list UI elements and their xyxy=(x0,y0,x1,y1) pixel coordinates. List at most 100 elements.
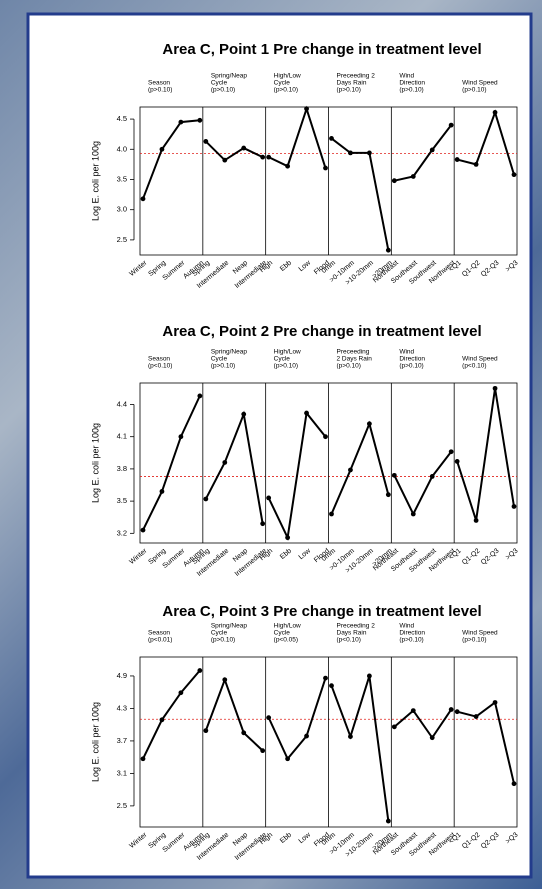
data-point xyxy=(392,724,397,729)
facet-header: (p<0.05) xyxy=(274,637,298,644)
data-point xyxy=(430,735,435,740)
data-point xyxy=(329,512,334,517)
data-point xyxy=(222,460,227,465)
data-point xyxy=(474,518,479,523)
y-axis-label: Log E. coli per 100g xyxy=(90,702,100,782)
data-point xyxy=(266,495,271,500)
y-tick-label: 4.5 xyxy=(117,114,127,123)
data-point xyxy=(455,157,460,162)
data-point xyxy=(241,146,246,151)
data-point xyxy=(304,411,309,416)
facet-header: (p<0.10) xyxy=(462,363,486,370)
y-tick-label: 4.9 xyxy=(117,671,127,680)
data-point xyxy=(197,668,202,673)
data-point xyxy=(411,174,416,179)
data-point xyxy=(203,728,208,733)
data-point xyxy=(386,492,391,497)
y-tick-label: 4.4 xyxy=(117,399,127,408)
data-point xyxy=(304,734,309,739)
facet-header: High/Low xyxy=(274,349,301,356)
y-tick-label: 3.8 xyxy=(117,464,127,473)
page: Area C, Point 1 Pre change in treatment … xyxy=(0,0,542,889)
facet-header: Cycle xyxy=(274,356,291,363)
facet-header: Cycle xyxy=(274,630,291,637)
data-point xyxy=(493,110,498,115)
data-point xyxy=(493,700,498,705)
facet-header: Spring/Neap xyxy=(211,623,248,630)
data-point xyxy=(512,172,517,177)
facet-header: (p>0.10) xyxy=(211,363,235,370)
data-point xyxy=(512,781,517,786)
data-point xyxy=(260,521,265,526)
data-point xyxy=(455,459,460,464)
data-point xyxy=(203,497,208,502)
data-point xyxy=(367,421,372,426)
facet-header: (p>0.10) xyxy=(399,87,423,94)
facet-header: Preceeding 2 xyxy=(337,73,376,80)
facet-header: Preceeding 2 xyxy=(337,623,376,630)
facet-header: Direction xyxy=(399,356,425,363)
facet-header: Days Rain xyxy=(337,80,367,87)
data-point xyxy=(266,155,271,160)
facet-header: (p>0.10) xyxy=(337,87,361,94)
chart-title: Area C, Point 2 Pre change in treatment … xyxy=(162,323,481,340)
data-point xyxy=(348,734,353,739)
facet-header: (p>0.10) xyxy=(148,87,172,94)
y-tick-label: 3.1 xyxy=(117,768,127,777)
data-point xyxy=(260,748,265,753)
data-point xyxy=(430,474,435,479)
data-point xyxy=(160,147,165,152)
data-point xyxy=(304,106,309,111)
data-point xyxy=(160,717,165,722)
y-axis-label: Log E. coli per 100g xyxy=(90,423,100,503)
y-tick-label: 3.2 xyxy=(117,528,127,537)
facet-header: Spring/Neap xyxy=(211,349,248,356)
facet-header: Direction xyxy=(399,80,425,87)
facet-header: Wind Speed xyxy=(462,356,498,363)
data-point xyxy=(348,151,353,156)
y-tick-label: 2.5 xyxy=(117,801,127,810)
y-tick-label: 4.1 xyxy=(117,432,127,441)
data-point xyxy=(348,468,353,473)
facet-header: Cycle xyxy=(211,356,228,363)
chart-title: Area C, Point 1 Pre change in treatment … xyxy=(162,41,481,58)
facet-header: Cycle xyxy=(211,80,228,87)
data-point xyxy=(260,155,265,160)
data-point xyxy=(455,709,460,714)
y-axis-label: Log E. coli per 100g xyxy=(90,141,100,221)
data-point xyxy=(392,178,397,183)
facet-header: (p>0.10) xyxy=(211,637,235,644)
facet-header: (p>0.10) xyxy=(399,637,423,644)
facet-header: (p>0.10) xyxy=(211,87,235,94)
facet-header: Cycle xyxy=(274,80,291,87)
data-point xyxy=(323,676,328,681)
facet-header: (p<0.10) xyxy=(148,363,172,370)
facet-header: Wind Speed xyxy=(462,630,498,637)
facet-header: Cycle xyxy=(211,630,228,637)
data-point xyxy=(392,473,397,478)
facet-header: (p<0.10) xyxy=(337,637,361,644)
data-point xyxy=(222,677,227,682)
y-tick-label: 3.0 xyxy=(117,205,127,214)
facet-header: Spring/Neap xyxy=(211,73,248,80)
data-point xyxy=(285,164,290,169)
facet-header: Season xyxy=(148,80,170,87)
data-point xyxy=(141,196,146,201)
facet-header: (p>0.10) xyxy=(399,363,423,370)
facet-header: High/Low xyxy=(274,623,301,630)
data-point xyxy=(323,166,328,171)
data-point xyxy=(449,123,454,128)
data-point xyxy=(323,434,328,439)
data-point xyxy=(474,162,479,167)
y-tick-label: 3.5 xyxy=(117,174,127,183)
chart-title: Area C, Point 3 Pre change in treatment … xyxy=(162,603,481,620)
y-tick-label: 3.5 xyxy=(117,496,127,505)
data-point xyxy=(329,136,334,141)
data-point xyxy=(285,535,290,540)
data-point xyxy=(411,512,416,517)
figure: Area C, Point 1 Pre change in treatment … xyxy=(0,0,542,889)
data-point xyxy=(430,147,435,152)
data-point xyxy=(178,434,183,439)
data-point xyxy=(178,690,183,695)
data-point xyxy=(386,248,391,253)
